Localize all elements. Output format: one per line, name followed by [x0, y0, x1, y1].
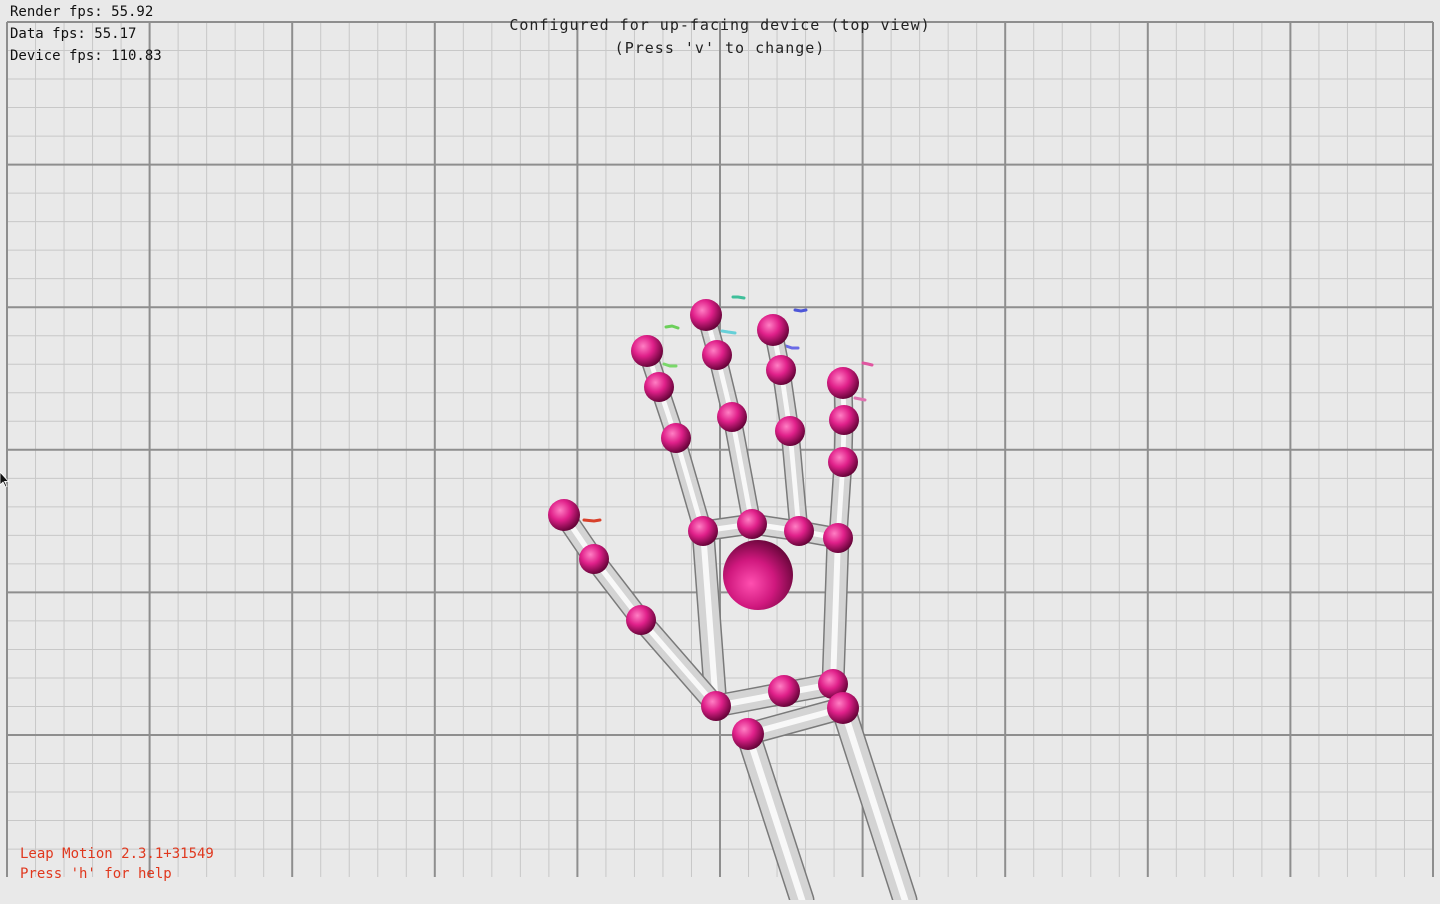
help-hint: Press 'h' for help — [20, 866, 172, 882]
thumb-joint — [701, 691, 731, 721]
fingertip-trail — [662, 362, 678, 368]
index-bone-highlight — [673, 435, 706, 534]
forearm-bone-radius-highlight — [744, 730, 806, 904]
pinky-joint — [823, 523, 853, 553]
fingertip-trail — [853, 396, 867, 402]
forearm-bone-ulna-highlight — [839, 704, 909, 904]
fingertip-trail — [731, 295, 746, 300]
pinky-joint — [829, 405, 859, 435]
fingertip-trail — [664, 324, 680, 330]
orientation-banner-line2: (Press 'v' to change) — [614, 39, 826, 57]
arrow-cursor-icon — [0, 472, 10, 488]
thumb-joint — [579, 544, 609, 574]
ring-joint — [766, 355, 796, 385]
middle-joint — [737, 509, 767, 539]
hand-joints — [548, 299, 859, 750]
ring-joint — [757, 314, 789, 346]
wrist-joint — [768, 675, 800, 707]
fingertip-trail — [793, 308, 808, 313]
wrist-joint — [818, 669, 848, 699]
thumb-joint — [626, 605, 656, 635]
fingertip-trail — [784, 344, 800, 350]
ring-bone-highlight — [787, 428, 802, 534]
ring-joint — [775, 416, 805, 446]
thumb-joint — [548, 499, 580, 531]
index-joint — [688, 516, 718, 546]
middle-joint — [690, 299, 722, 331]
data-fps-label: Data fps: 55.17 — [10, 26, 137, 42]
wrist-bone-highlight — [745, 705, 846, 737]
middle-joint — [717, 402, 747, 432]
forearm-joint — [732, 718, 764, 750]
fingertip-trail — [861, 361, 874, 367]
palm-center-sphere — [723, 540, 793, 610]
palm-bone-left-highlight — [700, 528, 719, 709]
grid-major-lines — [6, 21, 1434, 877]
palm-bone-right-highlight — [830, 535, 841, 687]
fingertip-trails — [582, 295, 874, 523]
index-joint — [644, 372, 674, 402]
ring-joint — [784, 516, 814, 546]
fingertip-trail — [582, 518, 602, 523]
middle-bone-highlight — [729, 414, 755, 527]
version-label: Leap Motion 2.3.1+31549 — [20, 846, 214, 862]
orientation-banner-line1: Configured for up-facing device (top vie… — [509, 16, 931, 34]
pinky-joint — [827, 367, 859, 399]
index-joint — [661, 423, 691, 453]
middle-joint — [702, 340, 732, 370]
render-fps-label: Render fps: 55.92 — [10, 4, 154, 20]
index-joint — [631, 335, 663, 367]
device-fps-label: Device fps: 110.83 — [10, 48, 162, 64]
fingertip-trail — [720, 329, 737, 335]
thumb-bone-highlight — [638, 617, 719, 709]
pinky-joint — [828, 447, 858, 477]
forearm-joint — [827, 692, 859, 724]
